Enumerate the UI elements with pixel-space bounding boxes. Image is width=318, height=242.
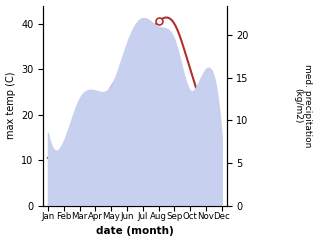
Y-axis label: med. precipitation
(kg/m2): med. precipitation (kg/m2) bbox=[293, 64, 313, 147]
Y-axis label: max temp (C): max temp (C) bbox=[5, 72, 16, 139]
X-axis label: date (month): date (month) bbox=[96, 227, 174, 236]
